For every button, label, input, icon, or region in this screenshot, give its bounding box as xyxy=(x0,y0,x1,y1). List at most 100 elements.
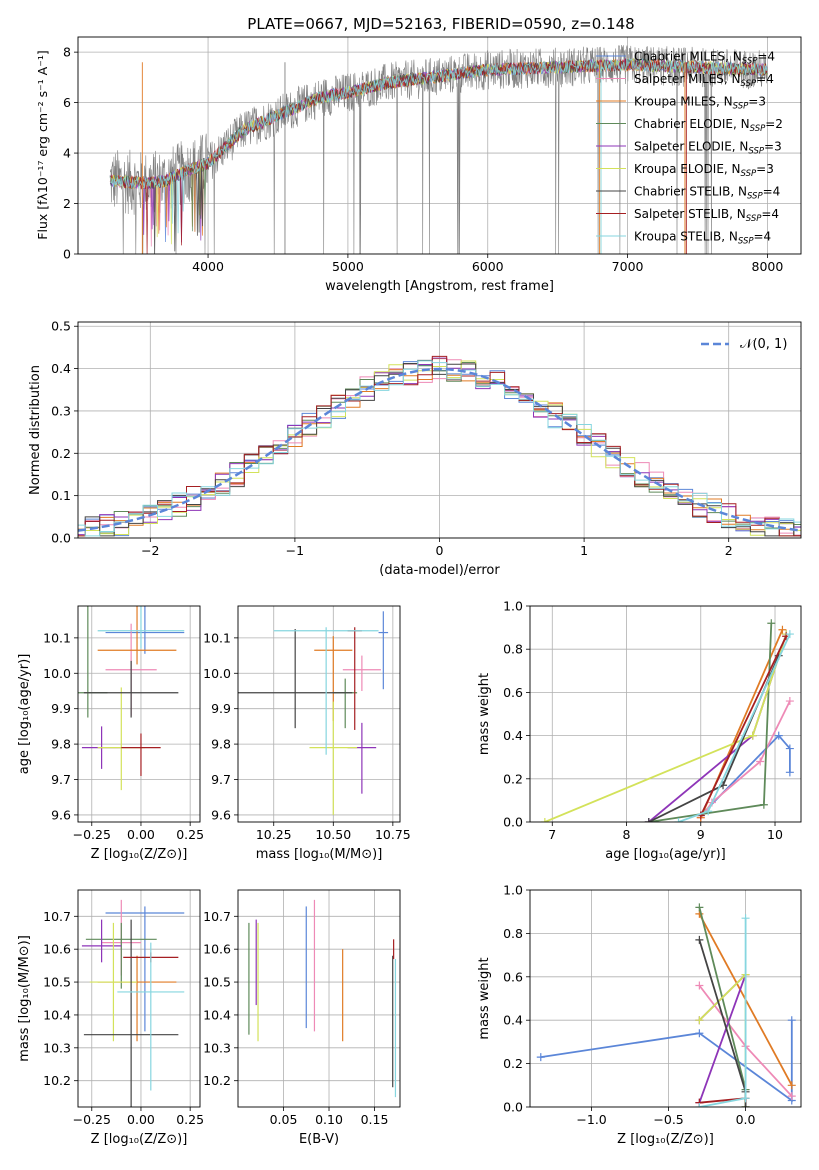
residual-histogram-plot-area xyxy=(78,322,801,538)
y-tick-label: 10.0 xyxy=(203,666,231,681)
x-tick-label: −0.25 xyxy=(73,1112,111,1127)
y-axis-label: mass weight xyxy=(477,673,492,755)
y-tick-label: 0.1 xyxy=(51,488,71,503)
series-marker xyxy=(748,731,757,740)
y-tick-label: 0.0 xyxy=(503,1100,523,1115)
legend-label-main: Chabrier STELIB, N xyxy=(634,185,747,199)
x-tick-label: 7000 xyxy=(612,259,644,274)
x-tick-label: 2 xyxy=(725,543,733,558)
legend-label-sub: SSP xyxy=(750,124,766,134)
legend-label-main: Kroupa STELIB, N xyxy=(634,230,738,244)
series-marker xyxy=(787,1092,796,1101)
series-marker xyxy=(774,731,783,740)
legend-label-sub: SSP xyxy=(747,192,763,202)
x-axis-label: Z [log₁₀(Z/Z⊙)] xyxy=(91,1132,188,1147)
legend-label-main: Chabrier ELODIE, N xyxy=(634,117,750,131)
legend-label: Salpeter MILES, NSSP=4 xyxy=(634,72,774,89)
legend-label-rest: =4 xyxy=(754,230,772,244)
series-line xyxy=(540,1020,793,1103)
series-marker xyxy=(695,1103,704,1107)
y-tick-label: 9.7 xyxy=(211,772,231,787)
legend-label-sub: SSP xyxy=(748,147,764,157)
y-tick-label: 10.7 xyxy=(43,909,71,924)
y-tick-label: 10.5 xyxy=(203,975,231,990)
y-tick-label: 1.0 xyxy=(503,599,523,614)
series-marker xyxy=(695,935,704,944)
age-vs-mass-frame xyxy=(237,605,401,823)
y-tick-label: 2 xyxy=(63,196,71,211)
legend-label-rest: =3 xyxy=(748,95,766,109)
y-tick-label: 9.7 xyxy=(51,772,71,787)
y-tick-label: 0.8 xyxy=(503,642,523,657)
x-tick-label: 10.50 xyxy=(315,827,351,842)
x-axis-label: E(B-V) xyxy=(299,1132,339,1147)
x-tick-label: 5000 xyxy=(332,259,364,274)
series-marker xyxy=(741,914,750,923)
legend-label: Kroupa STELIB, NSSP=4 xyxy=(634,230,771,247)
legend-label: Kroupa ELODIE, NSSP=3 xyxy=(634,162,774,179)
y-axis-label: Normed distribution xyxy=(28,365,43,495)
histogram-step-line xyxy=(78,355,801,537)
x-tick-label: 0 xyxy=(436,543,444,558)
y-tick-label: 10.6 xyxy=(43,942,71,957)
mass-weight-vs-age-plot-area xyxy=(530,606,801,822)
legend-label-main: Salpeter ELODIE, N xyxy=(634,140,748,154)
y-tick-label: 10.5 xyxy=(43,975,71,990)
x-tick-label: 10.25 xyxy=(256,827,292,842)
x-tick-label: −1.0 xyxy=(576,1112,606,1127)
x-tick-label: −0.25 xyxy=(73,827,111,842)
x-tick-label: −0.5 xyxy=(653,1112,683,1127)
legend-label-sub: SSP xyxy=(738,237,754,247)
series-line xyxy=(648,633,788,822)
y-tick-label: 9.6 xyxy=(211,807,231,822)
series-marker xyxy=(644,818,653,822)
legend-label: Chabrier MILES, NSSP=4 xyxy=(634,50,775,67)
legend-label-rest: =4 xyxy=(763,185,781,199)
y-tick-label: 0.3 xyxy=(51,403,71,418)
mass-weight-vs-age-frame xyxy=(529,605,802,823)
x-axis-label: Z [log₁₀(Z/Z⊙)] xyxy=(91,847,188,862)
y-tick-label: 8 xyxy=(63,45,71,60)
y-tick-label: 0.6 xyxy=(503,685,523,700)
y-tick-label: 10.4 xyxy=(203,1007,231,1022)
legend-label-main: Chabrier MILES, N xyxy=(634,50,742,64)
y-tick-label: 4 xyxy=(63,146,71,161)
legend-label-rest: =3 xyxy=(764,140,782,154)
age-vs-Z-frame xyxy=(77,605,201,823)
y-tick-label: 10.4 xyxy=(43,1007,71,1022)
legend-label-rest: =3 xyxy=(756,162,774,176)
series-marker xyxy=(785,744,794,753)
y-tick-label: 0.2 xyxy=(503,1056,523,1071)
y-tick-label: 10.3 xyxy=(203,1040,231,1055)
series-marker xyxy=(536,1053,545,1062)
legend-label-rest: =4 xyxy=(756,72,774,86)
y-tick-label: 10.0 xyxy=(43,666,71,681)
series-marker xyxy=(741,1094,750,1103)
y-tick-label: 9.9 xyxy=(211,701,231,716)
series-line xyxy=(698,907,747,1107)
x-tick-label: 4000 xyxy=(192,259,224,274)
series-marker xyxy=(695,981,704,990)
legend-label: Chabrier STELIB, NSSP=4 xyxy=(634,185,780,202)
legend-label-sub: SSP xyxy=(733,102,749,112)
y-tick-label: 0.4 xyxy=(503,728,523,743)
y-axis-label: mass weight xyxy=(477,957,492,1039)
y-tick-label: 10.3 xyxy=(43,1040,71,1055)
x-axis-label: mass [log₁₀(M/M⊙)] xyxy=(256,847,383,862)
x-tick-label: 0.0 xyxy=(736,1112,756,1127)
x-tick-label: 0.00 xyxy=(127,827,155,842)
series-line xyxy=(699,635,788,816)
x-tick-label: 1 xyxy=(580,543,588,558)
figure-title: PLATE=0667, MJD=52163, FIBERID=0590, z=0… xyxy=(247,15,634,33)
spectrum-plot-area xyxy=(78,37,801,254)
series-marker xyxy=(756,757,765,766)
y-tick-label: 1.0 xyxy=(503,883,523,898)
y-tick-label: 9.8 xyxy=(211,737,231,752)
y-tick-label: 0.6 xyxy=(503,969,523,984)
series-marker xyxy=(695,903,704,912)
y-tick-label: 0.5 xyxy=(51,319,71,334)
legend-label-main: Kroupa ELODIE, N xyxy=(634,162,741,176)
spectrum-model-line xyxy=(109,57,768,234)
spectrum-frame xyxy=(77,36,802,255)
